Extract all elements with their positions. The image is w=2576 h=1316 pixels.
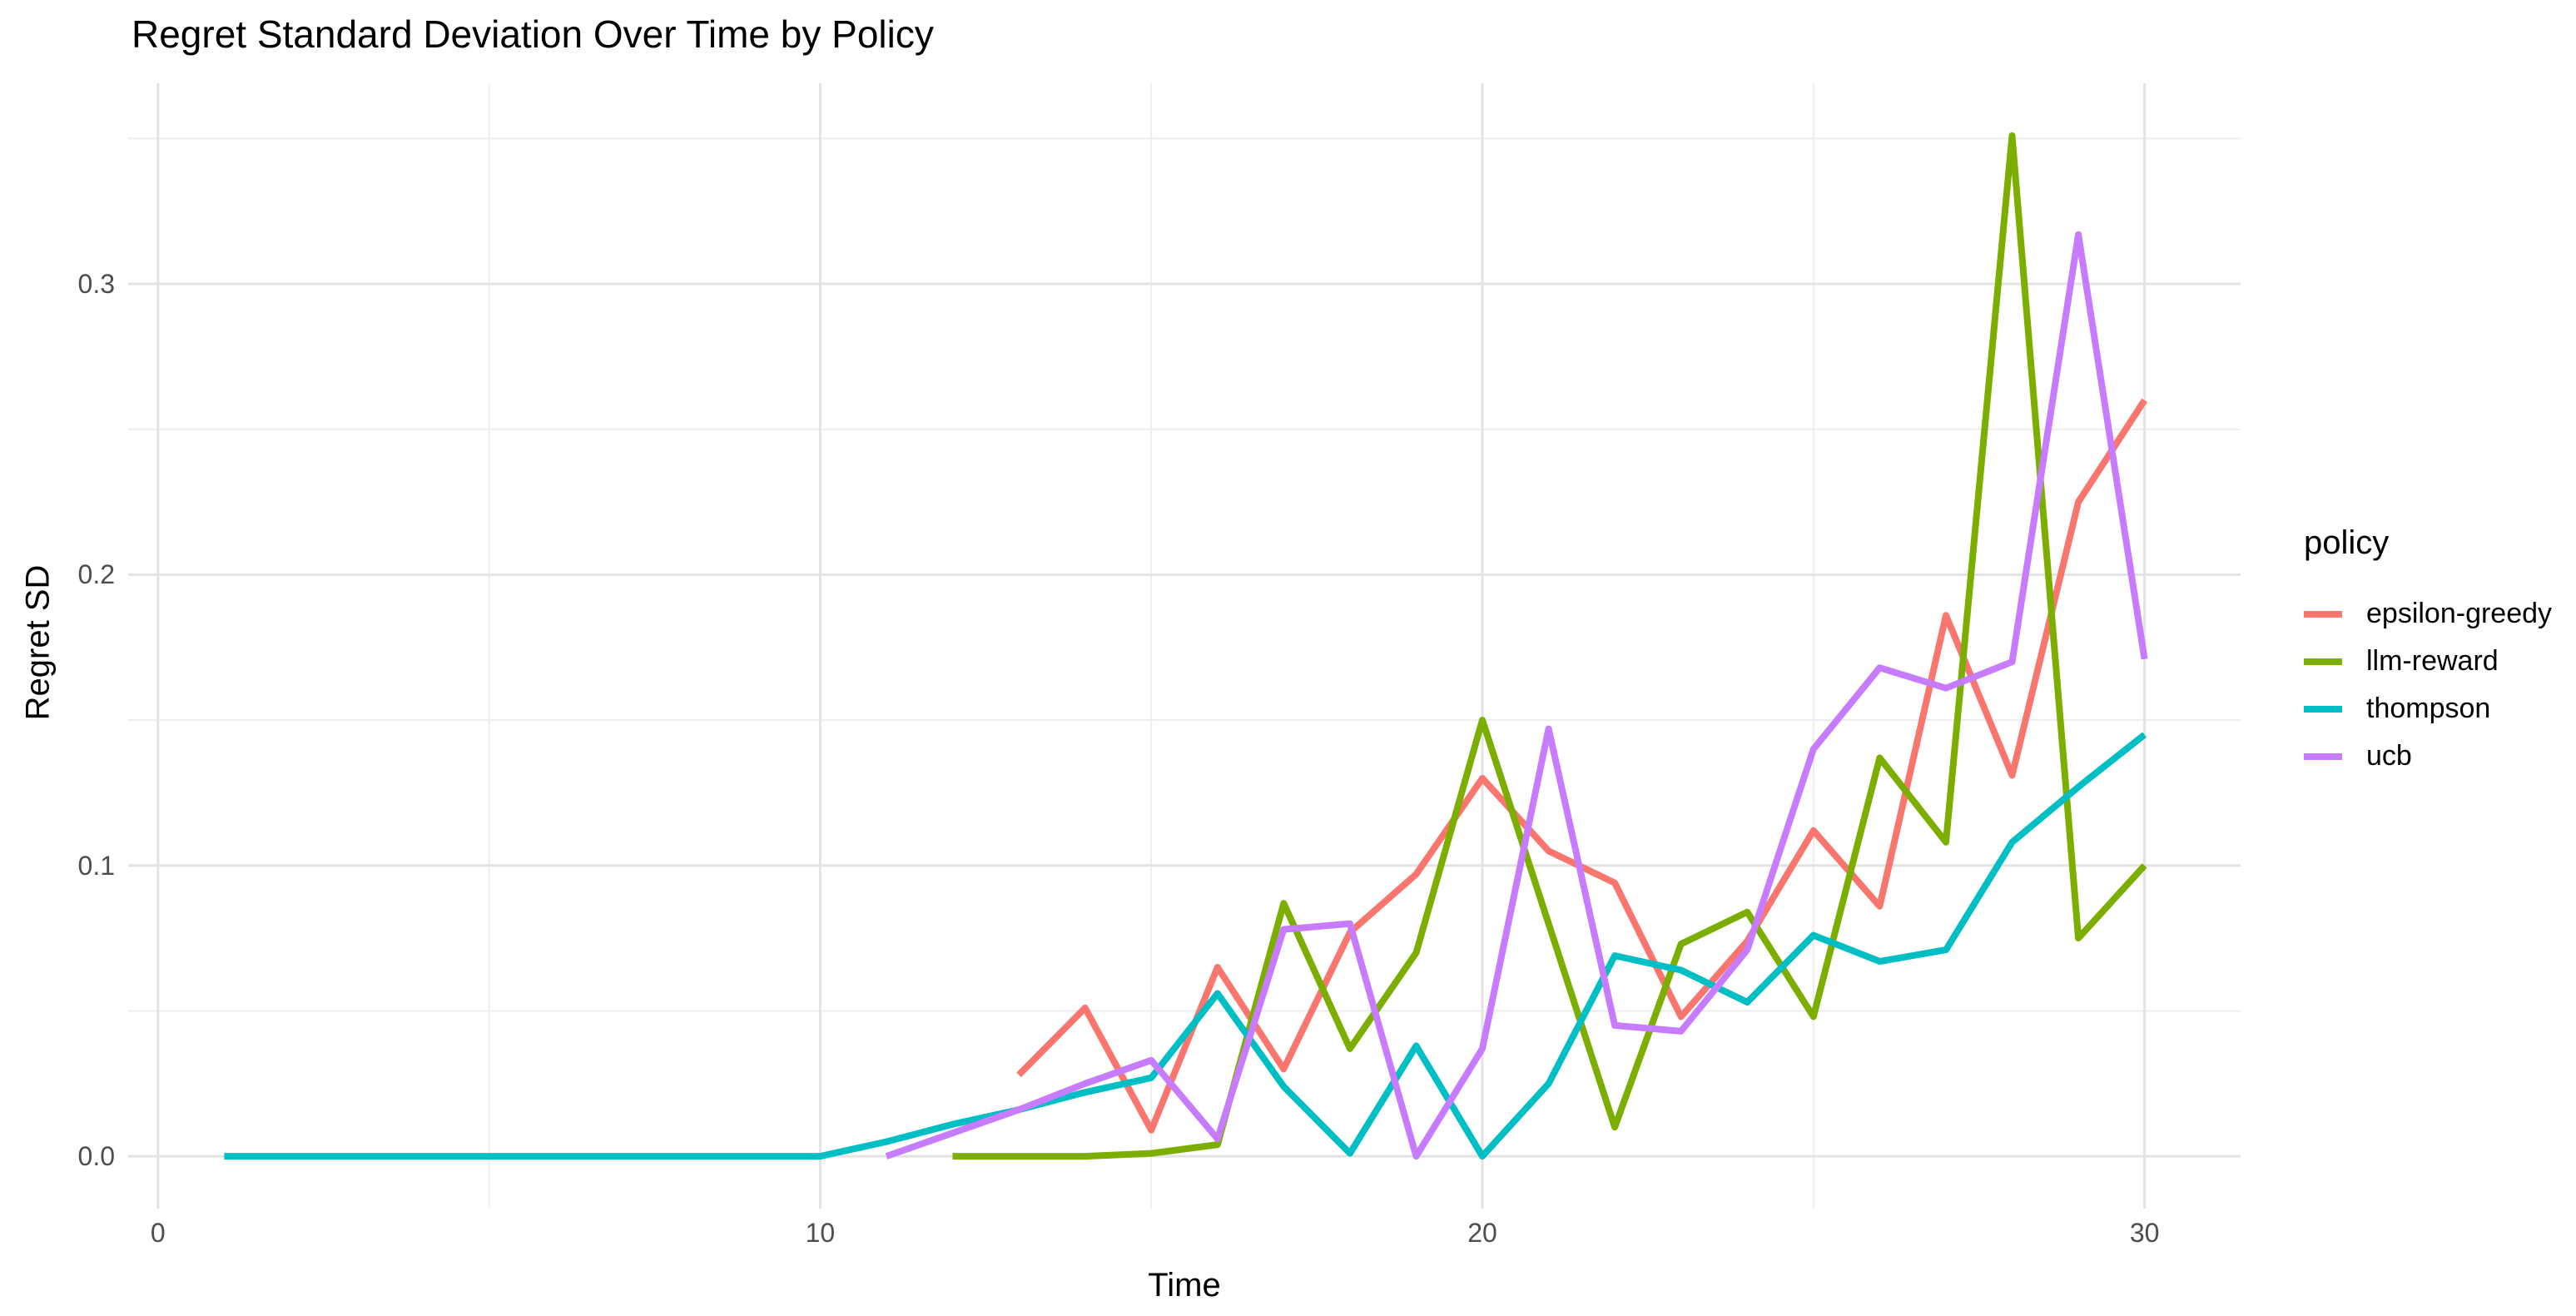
x-tick-label-20: 20	[1467, 1218, 1497, 1248]
legend-key-line-ucb	[2304, 752, 2342, 760]
legend: policy epsilon-greedy llm-reward thompson u…	[2304, 524, 2552, 780]
legend-item-epsilon-greedy: epsilon-greedy	[2304, 590, 2552, 638]
x-tick-label-10: 10	[805, 1218, 836, 1248]
series-line-thompson	[224, 732, 2147, 1160]
legend-item-llm-reward: llm-reward	[2304, 638, 2552, 685]
x-tick-label-30: 30	[2129, 1218, 2160, 1248]
x-tick-label-0: 0	[150, 1218, 166, 1248]
legend-item-label: llm-reward	[2366, 645, 2499, 677]
legend-key-line-epsilon-greedy	[2304, 610, 2342, 618]
y-tick-label-0.3: 0.3	[77, 269, 115, 300]
legend-title: policy	[2304, 524, 2390, 561]
y-tick-label-0.0: 0.0	[77, 1141, 115, 1172]
y-tick-label-0.2: 0.2	[77, 559, 115, 590]
legend-item-label: ucb	[2366, 740, 2412, 772]
legend-item-thompson: thompson	[2304, 685, 2552, 732]
series-line-llm-reward	[952, 132, 2147, 1160]
legend-key-line-thompson	[2304, 705, 2342, 713]
y-tick-label-0.1: 0.1	[77, 850, 115, 881]
legend-items: epsilon-greedy llm-reward thompson ucb	[2304, 590, 2552, 780]
x-axis-label: Time	[1148, 1267, 1221, 1304]
legend-key-line-llm-reward	[2304, 658, 2342, 665]
legend-item-ucb: ucb	[2304, 732, 2552, 780]
legend-item-label: thompson	[2366, 693, 2491, 724]
series-line-ucb	[885, 231, 2148, 1160]
chart-title: Regret Standard Deviation Over Time by P…	[132, 12, 934, 56]
legend-item-label: epsilon-greedy	[2366, 598, 2553, 629]
